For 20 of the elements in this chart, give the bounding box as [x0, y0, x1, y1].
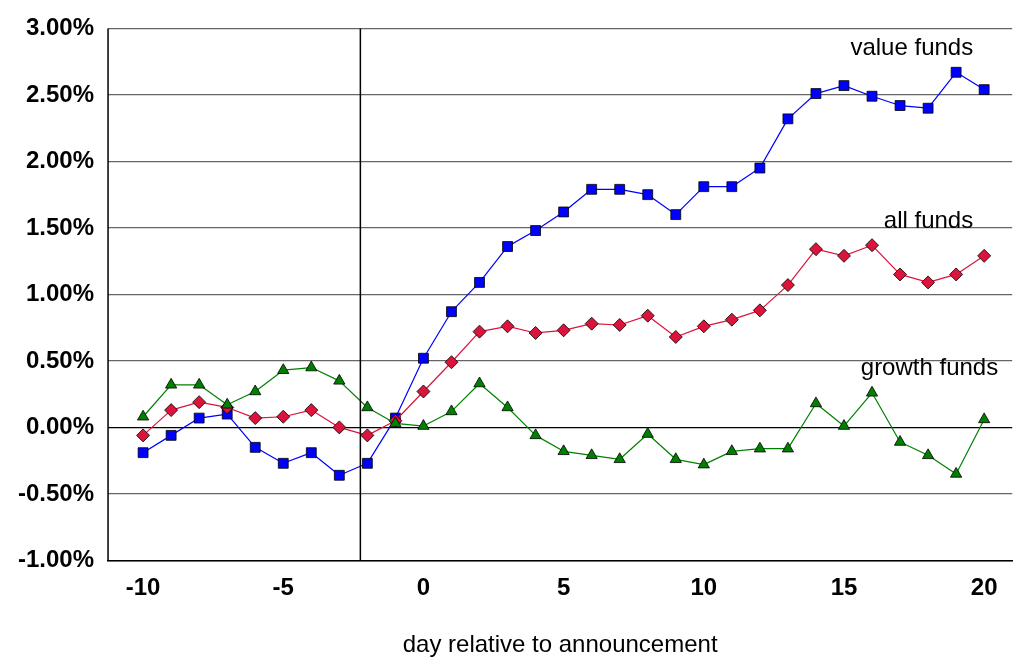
x-tick-label: 0: [416, 573, 431, 601]
y-tick-label: 2.50%: [25, 79, 95, 107]
y-tick-label: -0.50%: [18, 478, 95, 506]
y-tick-label: 2.00%: [25, 146, 95, 174]
y-tick-label: 1.00%: [25, 279, 95, 307]
x-tick-label: 10: [690, 573, 718, 601]
series-label: all funds: [883, 205, 974, 233]
y-tick-label: 3.00%: [25, 13, 95, 41]
y-tick-label: 0.50%: [25, 345, 95, 373]
y-tick-label: 1.50%: [25, 212, 95, 240]
x-axis-title: day relative to announcement: [402, 630, 718, 658]
series-label: growth funds: [860, 353, 999, 381]
x-tick-label: 15: [830, 573, 858, 601]
y-tick-label: -1.00%: [18, 545, 95, 573]
x-tick-label: -10: [125, 573, 161, 601]
x-tick-label: -5: [272, 573, 294, 601]
x-tick-label: 5: [556, 573, 571, 601]
x-tick-label: 20: [970, 573, 998, 601]
series-label: value funds: [850, 32, 974, 60]
y-tick-label: 0.00%: [25, 412, 95, 440]
